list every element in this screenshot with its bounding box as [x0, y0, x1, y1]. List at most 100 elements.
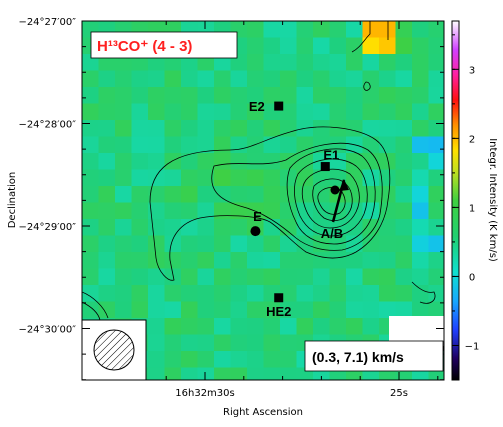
map-pixel	[329, 252, 347, 269]
map-pixel	[214, 87, 231, 104]
map-pixel	[412, 21, 429, 38]
map-pixel	[395, 70, 413, 88]
map-pixel	[329, 169, 347, 187]
map-pixel	[313, 70, 330, 88]
map-pixel	[362, 70, 380, 88]
map-pixel	[395, 87, 413, 104]
map-pixel	[164, 136, 182, 154]
map-pixel	[296, 186, 314, 203]
map-pixel	[82, 153, 99, 170]
map-pixel	[346, 21, 363, 38]
map-pixel	[164, 153, 182, 170]
map-pixel	[197, 301, 215, 319]
source-marker-e2	[274, 101, 284, 111]
map-pixel	[164, 318, 182, 335]
map-pixel	[329, 54, 347, 71]
map-pixel	[296, 202, 314, 220]
map-pixel	[247, 103, 264, 121]
map-pixel	[247, 268, 264, 286]
map-pixel	[214, 169, 231, 187]
map-pixel	[346, 202, 363, 220]
source-marker-he2	[274, 293, 284, 303]
map-pixel	[362, 120, 380, 137]
map-pixel	[329, 268, 347, 286]
map-pixel	[148, 268, 165, 286]
map-pixel	[197, 268, 215, 286]
map-pixel	[181, 252, 198, 269]
map-pixel	[346, 103, 363, 121]
map-pixel	[346, 87, 363, 104]
map-pixel	[197, 153, 215, 170]
map-pixel	[131, 219, 149, 236]
map-pixel	[346, 169, 363, 187]
map-pixel	[428, 169, 444, 187]
map-pixel	[346, 153, 363, 170]
map-pixel	[164, 268, 182, 286]
map-pixel	[98, 186, 116, 203]
map-pixel	[412, 37, 429, 55]
contour-level-6	[312, 178, 353, 222]
map-pixel	[115, 252, 132, 269]
map-pixel	[280, 318, 297, 335]
map-pixel	[379, 235, 396, 253]
map-pixel	[181, 351, 198, 368]
map-pixel	[313, 202, 330, 220]
colorbar-tick-label: 2	[469, 134, 475, 145]
chart-title: H¹³CO⁺ (4 - 3)	[97, 38, 192, 55]
map-pixel	[214, 252, 231, 269]
map-pixel	[346, 268, 363, 286]
map-pixel	[362, 219, 380, 236]
map-pixel	[82, 285, 99, 302]
map-pixel	[263, 367, 281, 380]
title-box: H¹³CO⁺ (4 - 3)	[90, 31, 238, 59]
map-pixel	[197, 103, 215, 121]
map-pixel	[115, 153, 132, 170]
map-pixel	[296, 54, 314, 71]
map-pixel	[148, 351, 165, 368]
map-pixel	[131, 87, 149, 104]
map-pixel	[230, 136, 248, 154]
map-pixel	[313, 54, 330, 71]
map-pixel	[313, 169, 330, 187]
map-pixel	[247, 153, 264, 170]
map-pixel	[313, 87, 330, 104]
map-pixel	[263, 21, 281, 38]
map-pixel	[247, 334, 264, 352]
colorbar-label: Integr. Intensity (K km/s)	[487, 138, 498, 262]
map-pixel	[296, 37, 314, 55]
map-pixel	[362, 136, 380, 154]
map-pixel	[280, 235, 297, 253]
map-pixel	[164, 120, 182, 137]
map-pixel	[181, 268, 198, 286]
map-pixel	[98, 87, 116, 104]
map-pixel	[263, 202, 281, 220]
map-pixel	[313, 120, 330, 137]
map-pixel	[329, 87, 347, 104]
map-pixel	[313, 301, 330, 319]
map-pixel	[379, 252, 396, 269]
map-pixel	[362, 202, 380, 220]
map-pixel	[247, 169, 264, 187]
map-pixel	[214, 202, 231, 220]
map-pixel	[296, 21, 314, 38]
map-pixel	[181, 87, 198, 104]
source-marker-e1	[320, 162, 330, 172]
map-pixel	[131, 136, 149, 154]
map-pixel	[148, 318, 165, 335]
map-pixel	[379, 120, 396, 137]
map-pixel	[395, 285, 413, 302]
map-pixel	[395, 268, 413, 286]
map-pixel	[148, 120, 165, 137]
map-pixel	[214, 301, 231, 319]
map-pixel	[412, 219, 429, 236]
map-pixel	[280, 367, 297, 380]
map-pixel	[131, 202, 149, 220]
map-pixel	[313, 285, 330, 302]
map-pixel	[115, 136, 132, 154]
map-pixel	[329, 318, 347, 335]
map-pixel	[296, 153, 314, 170]
map-pixel	[197, 70, 215, 88]
map-pixel	[379, 103, 396, 121]
map-pixel	[412, 235, 429, 253]
y-tick-label: −24°28′00″	[18, 120, 76, 131]
